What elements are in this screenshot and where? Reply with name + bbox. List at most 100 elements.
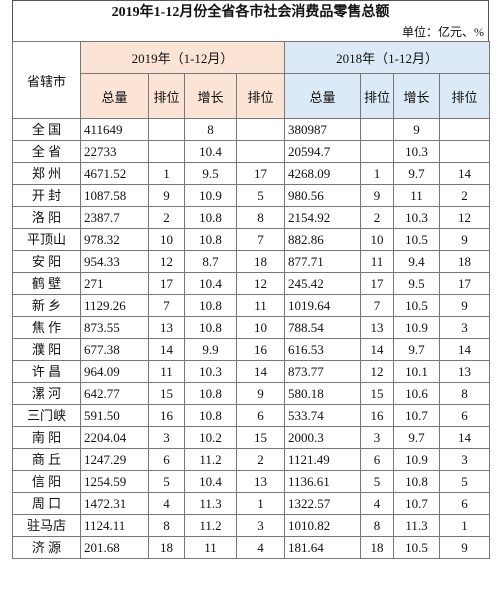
table-cell: 4: [360, 492, 395, 515]
title: 2019年1-12月份全省各市社会消费品零售总额: [12, 0, 489, 23]
table-cell: 1322.57: [284, 492, 362, 515]
table-cell: 8: [439, 382, 491, 405]
column-header: 排位: [148, 73, 185, 119]
table-cell: 17: [148, 272, 185, 295]
table-cell: 2204.04: [80, 426, 149, 449]
table-cell: 3: [439, 316, 491, 339]
table-cell: 10: [148, 228, 185, 251]
table-cell: 10.9: [393, 316, 441, 339]
table-cell: 978.32: [80, 228, 149, 251]
table-cell: 1087.58: [80, 184, 149, 207]
table-cell: 4: [235, 536, 286, 559]
table-cell: 15: [360, 382, 395, 405]
city-cell: 开 封: [12, 184, 81, 207]
column-header: 增长: [393, 73, 441, 119]
city-cell: 郑 州: [12, 162, 81, 185]
table-cell: 1121.49: [284, 448, 362, 471]
table-cell: 3: [148, 426, 185, 449]
table-cell: 11.3: [184, 492, 237, 515]
table-row: 新 乡 1129.26 7 10.8 11 1019.64 7 10.5 9: [12, 294, 491, 317]
table-cell: 20594.7: [284, 140, 362, 163]
table-cell: 10.8: [184, 294, 237, 317]
table-cell: 271: [80, 272, 149, 295]
city-cell: 信 阳: [12, 470, 81, 493]
table-row: 济 源 201.68 18 11 4 181.64 18 10.5 9: [12, 536, 491, 559]
table-cell: 10.3: [393, 140, 441, 163]
table-cell: [235, 118, 286, 141]
city-cell: 全 省: [12, 140, 81, 163]
table-cell: 10.8: [184, 206, 237, 229]
table-cell: 17: [235, 162, 286, 185]
table-cell: 8.7: [184, 250, 237, 273]
column-header: 排位: [439, 73, 491, 119]
table-row: 驻马店 1124.11 8 11.2 3 1010.82 8 11.3 1: [12, 514, 491, 537]
table-cell: 10.3: [393, 206, 441, 229]
table-cell: 7: [360, 294, 395, 317]
table-cell: 10.4: [184, 140, 237, 163]
table-cell: 13: [439, 360, 491, 383]
table-cell: 7: [148, 294, 185, 317]
table-cell: 10.7: [393, 404, 441, 427]
column-header: 排位: [235, 73, 286, 119]
table-cell: 591.50: [80, 404, 149, 427]
table-cell: [148, 118, 185, 141]
table-cell: 6: [148, 448, 185, 471]
table-cell: [360, 118, 395, 141]
table-cell: 11: [360, 250, 395, 273]
city-cell: 商 丘: [12, 448, 81, 471]
table-cell: 5: [235, 184, 286, 207]
table-cell: 2: [439, 184, 491, 207]
table-row: 洛 阳 2387.7 2 10.8 8 2154.92 2 10.3 12: [12, 206, 491, 229]
city-cell: 三门峡: [12, 404, 81, 427]
table-cell: 4268.09: [284, 162, 362, 185]
table-cell: [148, 140, 185, 163]
table-cell: 10.4: [184, 470, 237, 493]
table-row: 全 国 411649 8 380987 9: [12, 118, 491, 141]
table-cell: 245.42: [284, 272, 362, 295]
table-cell: 8: [235, 206, 286, 229]
table-cell: 10.7: [393, 492, 441, 515]
table-cell: 2154.92: [284, 206, 362, 229]
table-cell: 11: [235, 294, 286, 317]
table-cell: 3: [439, 448, 491, 471]
table-cell: 14: [235, 360, 286, 383]
table-cell: 13: [360, 316, 395, 339]
table-row: 全 省 22733 10.4 20594.7 10.3: [12, 140, 491, 163]
table-row: 鹤 壁 271 17 10.4 12 245.42 17 9.5 17: [12, 272, 491, 295]
table-cell: 580.18: [284, 382, 362, 405]
table-cell: 2: [148, 206, 185, 229]
table-cell: 12: [148, 250, 185, 273]
table-cell: 12: [439, 206, 491, 229]
table-cell: 18: [439, 250, 491, 273]
table-cell: 14: [360, 338, 395, 361]
city-cell: 许 昌: [12, 360, 81, 383]
table-cell: 18: [148, 536, 185, 559]
table-cell: 10.5: [393, 228, 441, 251]
table-cell: 12: [235, 272, 286, 295]
table-row: 安 阳 954.33 12 8.7 18 877.71 11 9.4 18: [12, 250, 491, 273]
city-cell: 漯 河: [12, 382, 81, 405]
column-header: 总量: [80, 73, 149, 119]
table-cell: [360, 140, 395, 163]
table-cell: 5: [439, 470, 491, 493]
table-cell: 14: [439, 162, 491, 185]
table-row: 焦 作 873.55 13 10.8 10 788.54 13 10.9 3: [12, 316, 491, 339]
table-cell: 9.9: [184, 338, 237, 361]
table-cell: 533.74: [284, 404, 362, 427]
table-cell: 1: [360, 162, 395, 185]
table-cell: 11.3: [393, 514, 441, 537]
table-cell: 10.8: [184, 404, 237, 427]
table-cell: 18: [235, 250, 286, 273]
table-cell: 9.7: [393, 338, 441, 361]
column-header-row: 总量 排位 增长 排位 总量 排位 增长 排位: [13, 73, 491, 119]
table-row: 平顶山 978.32 10 10.8 7 882.86 10 10.5 9: [12, 228, 491, 251]
table-body: 全 国 411649 8 380987 9 全 省 2 2 7 3 3 10.4 20594.7 10.3…: [12, 118, 491, 559]
table-cell: 882.86: [284, 228, 362, 251]
table-cell: 677.38: [80, 338, 149, 361]
table-cell: 6: [360, 448, 395, 471]
table-cell: 4671.52: [80, 162, 149, 185]
table-row: 开 封 1087.58 9 10.9 5 980.56 9 11 2: [12, 184, 491, 207]
table-cell: 11: [184, 536, 237, 559]
table-cell: 11.2: [184, 514, 237, 537]
table-cell: 16: [148, 404, 185, 427]
